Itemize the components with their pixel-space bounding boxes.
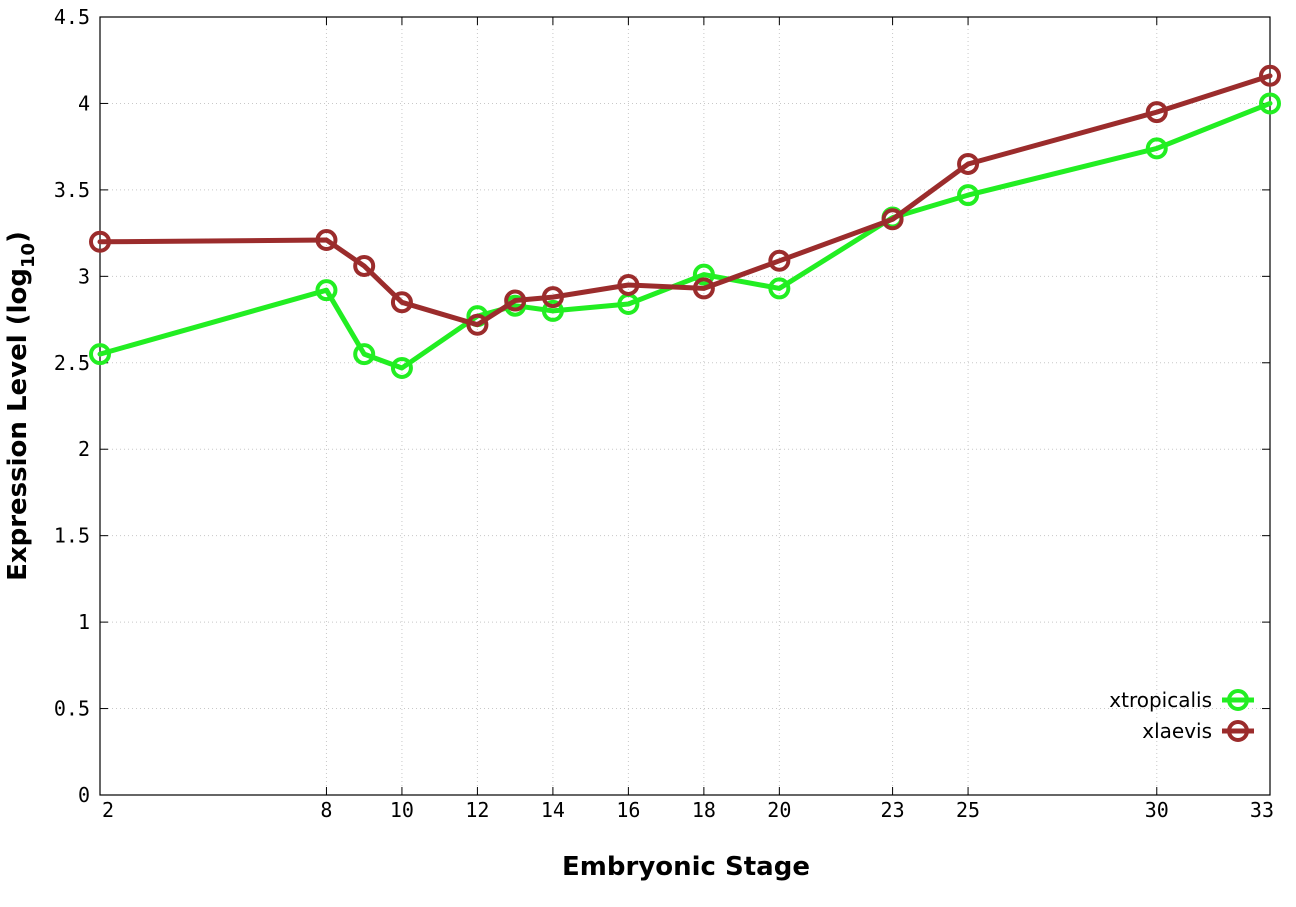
y-tick-label: 4.5 — [54, 5, 90, 29]
legend-label-xlaevis: xlaevis — [1142, 719, 1212, 743]
data-point-xlaevis — [1145, 101, 1168, 124]
y-axis-title: Expression Level (log10) — [3, 231, 39, 581]
data-point-xlaevis — [89, 230, 111, 253]
y-axis-title-close: ) — [3, 231, 33, 243]
x-tick-label: 2 — [102, 798, 114, 822]
plot-frame — [99, 16, 1271, 796]
axis-ticks: 0 0.5 1 1.5 2 2.5 3 3.5 4 4.5 2 8 10 12 14 16 18 20 23 25 30… — [54, 5, 1274, 822]
y-axis-title-main: Expression Level (log — [3, 268, 33, 581]
data-point-xtropicalis — [957, 184, 980, 207]
x-tick-label: 20 — [767, 798, 791, 822]
x-tick-label: 10 — [390, 798, 414, 822]
series-line-xlaevis — [97, 73, 1273, 328]
x-tick-label: 16 — [616, 798, 640, 822]
data-point-xtropicalis — [768, 277, 791, 300]
y-tick-label: 3.5 — [54, 178, 90, 202]
data-point-xlaevis — [466, 313, 489, 336]
data-point-xlaevis — [881, 208, 904, 231]
data-point-xlaevis — [768, 249, 791, 272]
grid — [100, 17, 1270, 795]
series-line-xtropicalis — [97, 100, 1273, 371]
legend-marker-xlaevis — [1227, 720, 1249, 742]
data-point-xlaevis — [390, 291, 413, 314]
legend-marker-xtropicalis — [1227, 689, 1249, 711]
x-tick-label: 18 — [692, 798, 716, 822]
series-xtropicalis — [89, 92, 1281, 379]
x-tick-label: 14 — [541, 798, 565, 822]
data-point-xlaevis — [617, 273, 640, 296]
y-tick-label: 0 — [78, 783, 90, 807]
x-axis-title: Embryonic Stage — [562, 852, 810, 882]
data-point-xlaevis — [957, 152, 980, 175]
x-tick-label: 33 — [1250, 798, 1274, 822]
legend-entry-xtropicalis: xtropicalis — [1109, 688, 1254, 712]
data-point-xtropicalis — [692, 263, 715, 286]
data-point-xlaevis — [1259, 64, 1281, 87]
x-tick-label: 23 — [881, 798, 905, 822]
data-point-xtropicalis — [353, 343, 376, 366]
data-point-xtropicalis — [89, 343, 111, 366]
data-point-xtropicalis — [541, 299, 564, 322]
data-point-xtropicalis — [1145, 137, 1168, 160]
x-tick-label: 8 — [320, 798, 332, 822]
legend-entry-xlaevis: xlaevis — [1142, 719, 1254, 743]
data-point-xlaevis — [353, 254, 376, 277]
x-tick-label: 12 — [465, 798, 489, 822]
y-tick-label: 1 — [78, 610, 90, 634]
data-point-xlaevis — [315, 229, 338, 252]
data-point-xlaevis — [692, 277, 715, 300]
series-xlaevis — [89, 64, 1281, 336]
data-point-xlaevis — [541, 286, 564, 309]
y-tick-label: 2 — [78, 437, 90, 461]
y-tick-label: 4 — [78, 91, 90, 115]
legend-label-xtropicalis: xtropicalis — [1109, 688, 1212, 712]
x-tick-label: 30 — [1145, 798, 1169, 822]
data-point-xtropicalis — [1259, 92, 1281, 115]
x-tick-label: 25 — [956, 798, 980, 822]
data-point-xtropicalis — [315, 279, 338, 302]
series-layer — [89, 64, 1281, 379]
data-point-xtropicalis — [390, 356, 413, 379]
y-tick-label: 1.5 — [54, 524, 90, 548]
y-tick-label: 2.5 — [54, 351, 90, 375]
y-tick-label: 0.5 — [54, 697, 90, 721]
data-point-xlaevis — [504, 289, 527, 312]
y-axis-title-subscript: 10 — [18, 243, 39, 268]
y-tick-label: 3 — [78, 264, 90, 288]
legend: xtropicalis xlaevis — [1109, 688, 1254, 743]
